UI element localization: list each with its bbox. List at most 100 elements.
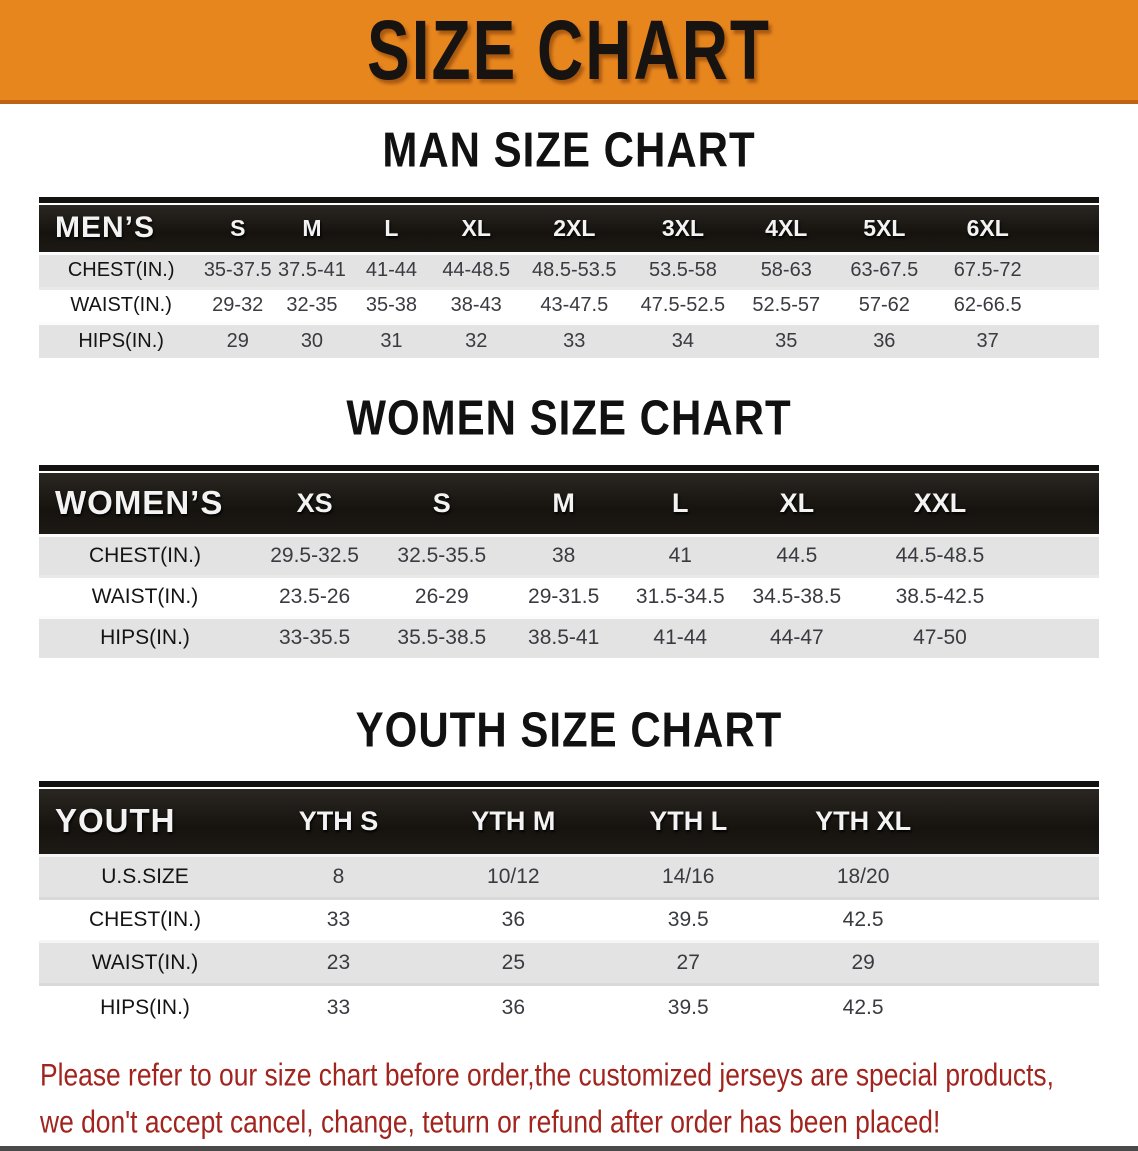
youth-table-label: YOUTH <box>39 789 251 855</box>
size-cell: 44-47 <box>738 615 856 658</box>
size-cell: 63-67.5 <box>833 251 935 288</box>
size-cell: 26-29 <box>378 574 506 617</box>
size-cell: 36 <box>425 896 601 941</box>
table-row: HIPS(IN.) 33 36 39.5 42.5 <box>39 982 1099 1030</box>
row-label: WAIST(IN.) <box>39 939 251 984</box>
size-cell: 29-31.5 <box>505 574 622 617</box>
row-label: WAIST(IN.) <box>39 286 204 323</box>
size-cell: 58-63 <box>738 251 834 288</box>
row-label: U.S.SIZE <box>39 853 251 898</box>
size-cell: 36 <box>833 321 935 358</box>
youth-section-heading: YOUTH SIZE CHART <box>0 702 1138 763</box>
women-section-heading-text: WOMEN SIZE CHART <box>346 389 792 446</box>
column-header: S <box>203 205 273 253</box>
row-label: WAIST(IN.) <box>39 574 251 617</box>
size-cell: 27 <box>600 939 776 984</box>
youth-table-top-border <box>39 781 1099 787</box>
size-cell: 23.5-26 <box>251 574 379 617</box>
size-cell: 30 <box>272 321 352 358</box>
size-cell: 23 <box>251 939 426 984</box>
men-size-table: MEN’S S M L XL 2XL 3XL 4XL 5XL 6XL CHEST… <box>39 205 1099 358</box>
size-cell: 41 <box>621 533 739 576</box>
column-header: XXL <box>855 473 1025 535</box>
size-cell: 29 <box>203 321 273 358</box>
size-cell: 25 <box>425 939 601 984</box>
women-header-row: WOMEN’S XS S M L XL XXL <box>39 473 1099 535</box>
column-header: YTH XL <box>775 789 951 855</box>
size-cell: 38 <box>505 533 622 576</box>
size-cell: 43-47.5 <box>521 286 628 323</box>
size-cell: 44.5-48.5 <box>855 533 1025 576</box>
disclaimer-line-1: Please refer to our size chart before or… <box>40 1058 1054 1093</box>
size-cell-spacer <box>1024 533 1099 576</box>
size-cell-spacer <box>1024 574 1099 617</box>
column-header: 4XL <box>738 205 834 253</box>
size-cell: 37 <box>934 321 1041 358</box>
size-cell: 8 <box>251 853 426 898</box>
column-header: YTH M <box>425 789 601 855</box>
column-header: YTH L <box>600 789 776 855</box>
row-label: HIPS(IN.) <box>39 615 251 658</box>
row-label: HIPS(IN.) <box>39 321 204 358</box>
size-cell-spacer <box>950 853 1099 898</box>
size-cell-spacer <box>950 896 1099 941</box>
table-row: CHEST(IN.) 33 36 39.5 42.5 <box>39 896 1099 941</box>
size-cell: 47.5-52.5 <box>627 286 739 323</box>
size-cell-spacer <box>1040 321 1099 358</box>
row-label: HIPS(IN.) <box>39 982 251 1030</box>
column-header-spacer <box>1024 473 1099 535</box>
youth-size-table: YOUTH YTH S YTH M YTH L YTH XL U.S.SIZE … <box>39 789 1099 1030</box>
column-header: YTH S <box>251 789 426 855</box>
size-cell-spacer <box>1040 251 1099 288</box>
size-cell: 18/20 <box>775 853 951 898</box>
size-cell: 53.5-58 <box>627 251 739 288</box>
table-row: HIPS(IN.) 33-35.5 35.5-38.5 38.5-41 41-4… <box>39 615 1099 658</box>
size-cell: 38.5-41 <box>505 615 622 658</box>
size-cell: 29.5-32.5 <box>251 533 379 576</box>
size-cell: 37.5-41 <box>272 251 352 288</box>
size-cell-spacer <box>950 982 1099 1030</box>
column-header: M <box>272 205 352 253</box>
size-cell: 32.5-35.5 <box>378 533 506 576</box>
row-label: CHEST(IN.) <box>39 896 251 941</box>
size-cell: 31.5-34.5 <box>621 574 739 617</box>
column-header-spacer <box>950 789 1099 855</box>
disclaimer-line-2: we don't accept cancel, change, teturn o… <box>40 1105 941 1140</box>
column-header: L <box>351 205 432 253</box>
column-header: XL <box>738 473 856 535</box>
size-cell: 41-44 <box>621 615 739 658</box>
disclaimer-note: Please refer to our size chart before or… <box>0 1052 1138 1146</box>
column-header: M <box>505 473 622 535</box>
size-cell: 33 <box>251 982 426 1030</box>
size-cell: 48.5-53.5 <box>521 251 628 288</box>
column-header: XL <box>431 205 522 253</box>
size-cell: 10/12 <box>425 853 601 898</box>
row-label: CHEST(IN.) <box>39 533 251 576</box>
size-cell: 35.5-38.5 <box>378 615 506 658</box>
size-cell: 42.5 <box>775 896 951 941</box>
size-cell-spacer <box>1024 615 1099 658</box>
size-cell: 39.5 <box>600 896 776 941</box>
column-header: L <box>621 473 739 535</box>
size-cell-spacer <box>1040 286 1099 323</box>
size-cell: 52.5-57 <box>738 286 834 323</box>
youth-header-row: YOUTH YTH S YTH M YTH L YTH XL <box>39 789 1099 855</box>
column-header: S <box>378 473 506 535</box>
size-cell: 38.5-42.5 <box>855 574 1025 617</box>
size-cell: 62-66.5 <box>934 286 1041 323</box>
size-cell: 32-35 <box>272 286 352 323</box>
women-table-label: WOMEN’S <box>39 473 251 535</box>
column-header: 2XL <box>521 205 628 253</box>
size-cell: 35 <box>738 321 834 358</box>
banner: SIZE CHART <box>0 0 1138 104</box>
size-cell: 41-44 <box>351 251 432 288</box>
size-cell: 42.5 <box>775 982 951 1030</box>
size-cell: 44.5 <box>738 533 856 576</box>
size-cell: 38-43 <box>431 286 522 323</box>
size-cell: 31 <box>351 321 432 358</box>
table-row: WAIST(IN.) 23.5-26 26-29 29-31.5 31.5-34… <box>39 574 1099 617</box>
column-header: XS <box>251 473 379 535</box>
size-cell-spacer <box>950 939 1099 984</box>
column-header-spacer <box>1040 205 1099 253</box>
size-cell: 29 <box>775 939 951 984</box>
